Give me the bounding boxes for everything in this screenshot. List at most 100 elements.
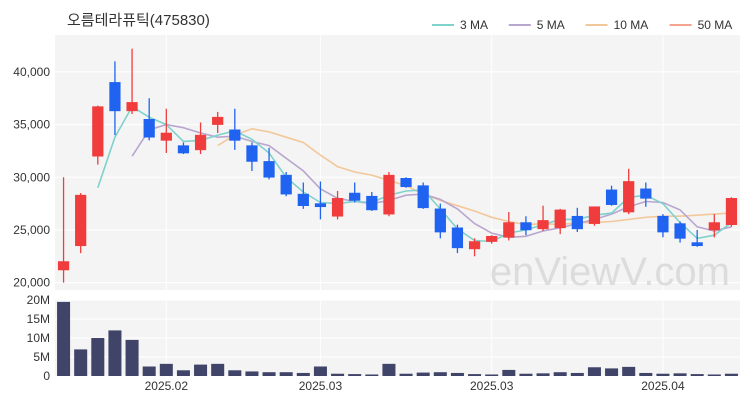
legend-label: 10 MA [614, 18, 649, 32]
candle-down [434, 208, 446, 233]
candles [57, 48, 738, 283]
volume-bar [450, 372, 464, 376]
volume-tick-label: 0 [43, 369, 50, 383]
date-tick-label: 2025.03 [470, 379, 514, 393]
candle-up [92, 106, 104, 157]
candle-down [143, 118, 155, 138]
volume-bar [690, 374, 704, 376]
volume-bar [74, 349, 88, 376]
candle-down [314, 203, 327, 208]
volume-bar [416, 372, 430, 376]
volume-bar [468, 374, 482, 376]
volume-bar [159, 363, 173, 376]
volume-bar [570, 372, 584, 376]
candle-down [605, 189, 618, 205]
volume-bar [502, 369, 516, 376]
candle-up [503, 222, 515, 238]
candle-up [160, 132, 172, 141]
candle-up [623, 181, 635, 213]
candle-down [417, 185, 429, 209]
candle-up [194, 134, 207, 151]
date-tick-label: 2025.04 [641, 379, 685, 393]
volume-bar [382, 363, 396, 376]
candle-up [486, 235, 498, 242]
candle-up [75, 194, 87, 247]
volume-bar [194, 364, 208, 376]
candle-down [366, 195, 378, 211]
candle-up [331, 198, 344, 217]
chart-legend: 3 MA 5 MA 10 MA 50 MA [432, 18, 732, 32]
candle-down [263, 161, 275, 178]
volume-bar [57, 301, 71, 376]
candle-down [640, 188, 652, 199]
price-tick-label: 35,000 [13, 118, 50, 132]
candle-down [520, 222, 532, 231]
candle-up [468, 241, 481, 250]
candle-up [537, 220, 549, 230]
volume-bar [673, 373, 687, 376]
chart-title: 오름테라퓨틱(475830) [67, 12, 210, 29]
volume-bar [108, 330, 122, 376]
candle-up [708, 222, 720, 231]
candle-down [400, 178, 412, 188]
volume-bar [707, 374, 721, 376]
candle-up [725, 198, 738, 225]
volume-tick-label: 5M [33, 350, 50, 364]
volume-tick-label: 10M [27, 331, 50, 345]
candle-down [451, 227, 464, 249]
candle-down [280, 174, 292, 195]
candle-up [57, 261, 70, 271]
candle-down [109, 82, 121, 112]
volume-bar [125, 339, 139, 376]
volume-bar [262, 372, 276, 376]
volume-bar [433, 372, 447, 376]
volume-bar [176, 370, 190, 376]
volume-bar [536, 373, 550, 376]
volume-bar [228, 370, 242, 376]
price-tick-label: 25,000 [13, 223, 50, 237]
volume-bar [724, 373, 738, 376]
volume-bar [639, 372, 653, 376]
volume-bar [331, 373, 345, 376]
date-axis-ticks: 2025.02 2025.03 2025.03 2025.04 [145, 35, 685, 393]
volume-tick-label: 20M [27, 293, 50, 307]
candle-down [691, 242, 703, 247]
volume-tick-label: 15M [27, 312, 50, 326]
volume-bar [622, 366, 636, 376]
volume-bar [279, 372, 293, 376]
date-tick-label: 2025.02 [145, 379, 189, 393]
volume-bar [365, 374, 379, 376]
legend-label: 5 MA [537, 18, 565, 32]
volume-bar [348, 374, 362, 376]
price-tick-label: 20,000 [13, 276, 50, 290]
volume-bar [296, 372, 310, 376]
price-plot-area [55, 35, 740, 290]
candle-down [229, 129, 241, 141]
date-tick-label: 2025.03 [299, 379, 343, 393]
volume-bar [142, 366, 156, 376]
ma10-line [217, 127, 732, 226]
volume-axis-ticks: 0 5M 10M 15M 20M [27, 293, 51, 383]
volume-bar [399, 373, 413, 376]
watermark: enViewV.com [490, 250, 730, 294]
candle-up [383, 174, 395, 215]
candle-up [588, 206, 601, 224]
candle-down [571, 215, 583, 230]
volume-bar [313, 366, 327, 376]
candle-down [349, 192, 361, 201]
volume-bar [605, 368, 619, 376]
price-tick-label: 40,000 [13, 65, 50, 79]
candle-down [246, 145, 258, 162]
volume-bars [57, 301, 738, 376]
volume-bar [211, 363, 225, 376]
legend-label: 3 MA [460, 18, 488, 32]
candle-down [674, 223, 686, 239]
candle-down [177, 145, 190, 154]
volume-bar [91, 338, 105, 376]
legend-label: 50 MA [698, 18, 733, 32]
candle-up [126, 102, 138, 112]
volume-bar [656, 373, 670, 376]
volume-bar [245, 371, 259, 376]
